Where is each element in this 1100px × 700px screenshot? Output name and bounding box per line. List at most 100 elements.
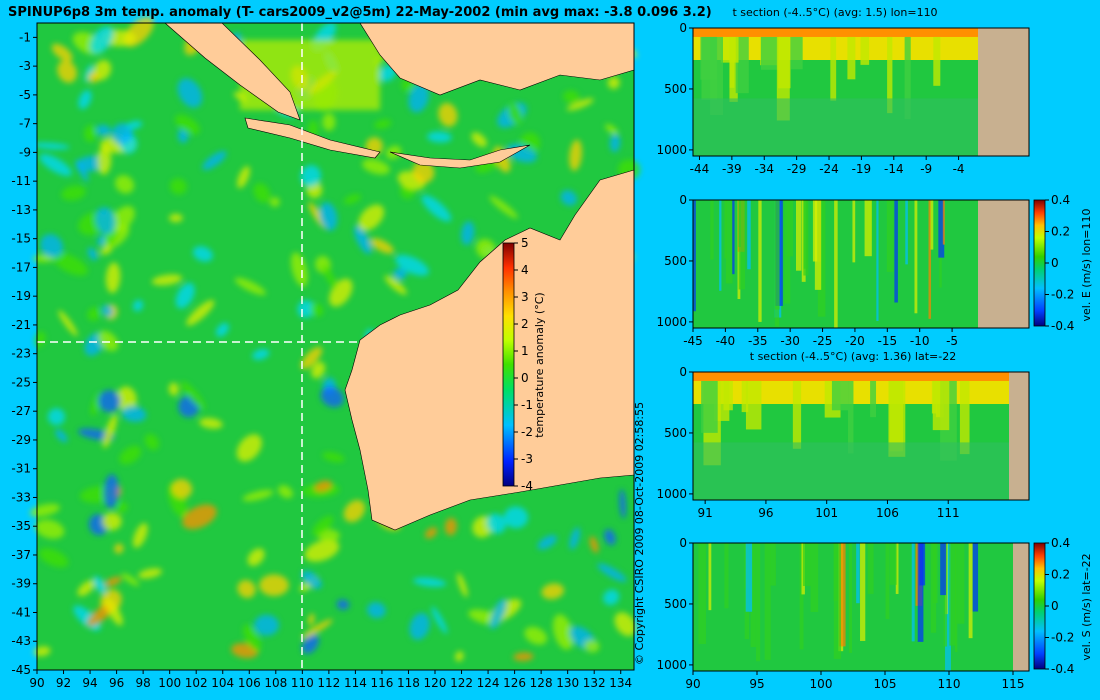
map-anomaly-patch (259, 574, 289, 597)
land-java (244, 117, 381, 159)
section-column (831, 380, 849, 411)
section-x-tick-label: -24 (819, 162, 839, 176)
map-anomaly-patch (438, 102, 458, 127)
map-anomaly-patch (358, 204, 385, 231)
section-x-tick-label: 101 (815, 506, 838, 520)
map-anomaly-patch (247, 548, 265, 566)
section-velocity-streak (708, 543, 712, 611)
map-y-tick-label: -27 (11, 404, 31, 418)
section-4-colorbar-ticks: 0.4 0.2 0 -0.2 -0.4 (1045, 536, 1074, 676)
section-3-y-ticks: 0 500 1000 (656, 365, 693, 501)
map-anomaly-patch (336, 599, 350, 610)
map-anomaly-patch (619, 489, 627, 519)
map-anomaly-patch (168, 382, 179, 396)
map-anomaly-patch (35, 519, 65, 539)
map-colorbar-label: temperature anomaly (°C) (533, 292, 546, 437)
map-anomaly-patch (181, 381, 206, 410)
section-x-tick-label: 90 (685, 677, 700, 691)
map-anomaly-patch (367, 602, 386, 619)
map-anomaly-patch (569, 139, 582, 171)
map-x-tick-label: 96 (109, 676, 124, 690)
map-anomaly-patch (252, 348, 270, 360)
section-velocity-streak (803, 200, 808, 269)
map-x-tick-label: 90 (29, 676, 44, 690)
section-y-tick-label: 500 (664, 426, 687, 440)
map-anomaly-patch (132, 523, 148, 548)
map-y-tick-label: -31 (11, 462, 31, 476)
section-column (889, 380, 904, 452)
map-x-tick-label: 94 (82, 676, 97, 690)
map-anomaly-patch (322, 113, 336, 131)
map-anomaly-patch (121, 573, 140, 586)
section-column (933, 36, 941, 86)
section-velocity-streak (774, 200, 780, 310)
map-anomaly-patch (89, 26, 114, 55)
map-y-tick-label: -1 (19, 30, 31, 44)
section-velocity-streak (698, 543, 706, 645)
map-anomaly-patch (353, 225, 372, 255)
section-velocity-streak (954, 543, 958, 653)
map-anomaly-patch (460, 221, 475, 246)
section-velocity-streak (860, 543, 866, 641)
map-anomaly-patch (503, 506, 529, 529)
section-x-tick-label: -4 (953, 162, 965, 176)
section-velocity-streak (810, 543, 819, 612)
section-x-tick-label: -39 (722, 162, 742, 176)
map-anomaly-patch (97, 330, 119, 352)
map-y-ticks: -1 -3 -5 -7 -9 -11 -13 -15 -17 -19 -21 -23 -25 -27 -29… (11, 30, 37, 677)
section-velocity-streak (784, 200, 791, 304)
section-y-tick-label: 0 (679, 21, 687, 35)
section-column (848, 380, 854, 454)
map-x-tick-label: 118 (397, 676, 420, 690)
section-x-tick-label: -29 (787, 162, 807, 176)
map-y-tick-label: -35 (11, 519, 31, 533)
map-anomaly-patch (132, 299, 144, 312)
map-anomaly-patch (174, 114, 200, 135)
map-anomaly-patch (119, 445, 142, 465)
map-anomaly-patch (370, 238, 394, 254)
section-velocity-streak (833, 543, 841, 659)
map-anomaly-patch (489, 598, 507, 629)
map-anomaly-patch (47, 408, 66, 426)
map-panel: 90 92 94 96 98 100 102 104 106 108 110 112 114 116 118… (11, 16, 641, 690)
map-anomaly-patch (589, 536, 599, 553)
copyright-text: © Copyright CSIRO 2009 08-Oct-2009 02:58… (633, 402, 646, 665)
map-anomaly-patch (604, 529, 616, 546)
map-anomaly-patch (563, 90, 580, 103)
map-anomaly-patch (310, 303, 324, 317)
map-anomaly-patch (61, 185, 86, 201)
section-colorbar-tick-label: -0.4 (1051, 319, 1074, 333)
section-3-land (1009, 372, 1029, 500)
section-x-tick-label: -19 (852, 162, 872, 176)
map-anomaly-patch (424, 527, 438, 539)
section-column (701, 36, 718, 100)
map-anomaly-patch (427, 131, 452, 143)
map-anomaly-patch (455, 651, 464, 662)
map-anomaly-patch (552, 614, 574, 650)
map-anomaly-patch (253, 183, 271, 203)
map-x-tick-label: 126 (503, 676, 526, 690)
section-velocity-streak (724, 200, 727, 259)
map-y-tick-label: -37 (11, 548, 31, 562)
section-x-tick-label: -34 (754, 162, 774, 176)
section-velocity-streak (799, 543, 804, 650)
map-anomaly-patch (236, 434, 262, 462)
section-4-field-detail (698, 543, 979, 671)
section-velocity-streak (802, 543, 811, 586)
map-anomaly-patch (301, 570, 322, 589)
map-colorbar-tick-label: 1 (521, 344, 529, 358)
section-velocity-streak (838, 543, 846, 647)
map-anomaly-patch (51, 43, 73, 62)
section-velocity-streak (876, 200, 879, 321)
section-3-title: t section (-4..5°C) (avg: 1.36) lat=-22 (750, 350, 956, 363)
section-column (847, 36, 856, 80)
map-anomaly-patch (105, 262, 121, 294)
map-colorbar-tick-label: 3 (521, 290, 529, 304)
map-anomaly-patch (395, 254, 429, 276)
section-velocity-streak (747, 200, 751, 270)
section-2-frame (692, 199, 1030, 329)
map-x-tick-label: 130 (556, 676, 579, 690)
section-velocity-streak (724, 543, 729, 609)
map-anomaly-patch (40, 234, 63, 258)
section-vel-s-lat-22: 90 95 100 105 110 115 0 500 1000 0.4 0.2 0 -0.2 -0.… (656, 536, 1093, 691)
